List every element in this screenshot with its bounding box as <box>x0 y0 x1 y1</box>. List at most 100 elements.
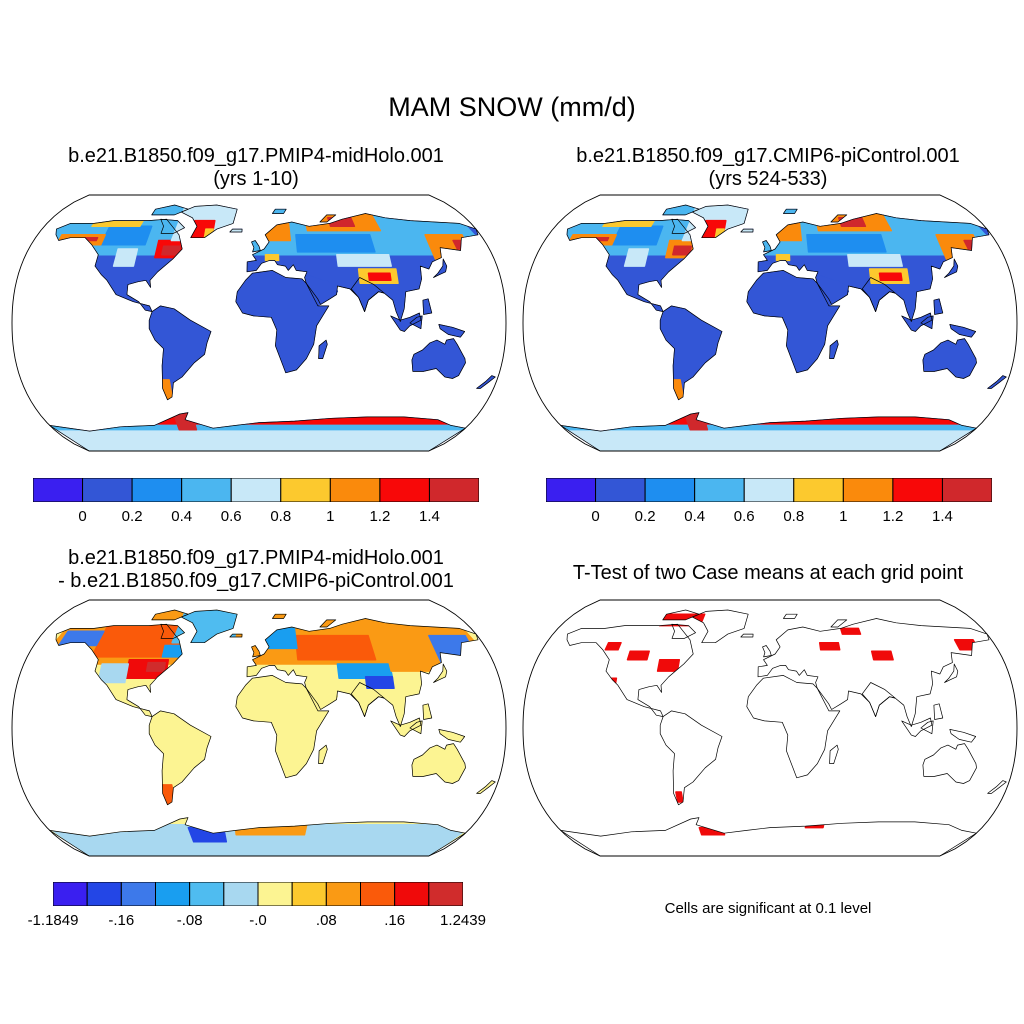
colorbar-picontrol-labels: 0 0.2 0.4 0.6 0.8 1 1.2 1.4 <box>546 508 992 528</box>
field-patch <box>264 627 298 650</box>
coastline-africa <box>746 270 841 374</box>
coastline-greenland <box>180 609 238 644</box>
coastline-africa <box>235 270 330 374</box>
colorbar-box <box>329 478 381 502</box>
colorbar-tick-label: 1 <box>839 508 848 525</box>
coastline-seasia <box>901 717 933 737</box>
field-patch <box>560 413 991 427</box>
field-patch <box>953 639 980 651</box>
coastline-novaya <box>830 619 848 628</box>
colorbar-tick-label: 1.4 <box>932 508 953 525</box>
colorbar-box <box>325 882 362 906</box>
colorbar-box <box>842 478 894 502</box>
colorbar-box <box>223 882 259 906</box>
coastline-philippines <box>422 298 433 315</box>
field-patch <box>97 663 130 684</box>
field-patch <box>364 676 395 689</box>
coastline-japan <box>944 258 959 278</box>
significance-note: Cells are significant at 0.1 level <box>664 900 872 917</box>
coastline-samerica <box>659 305 723 401</box>
coastline-namerica <box>566 623 694 717</box>
coastline-madagascar <box>829 744 839 764</box>
coastline-antarctica <box>49 412 466 452</box>
colorbar-tick-label: 0.6 <box>220 508 242 525</box>
colorbar-box <box>131 478 183 502</box>
coastline-nz <box>987 780 1007 794</box>
coastline-ellesmere <box>151 204 189 216</box>
colorbar-tick-label: 0.2 <box>121 508 143 525</box>
colorbar-box <box>280 478 331 502</box>
field-patch <box>838 217 867 228</box>
field-patch <box>626 650 650 661</box>
coastline-novaya <box>319 214 337 223</box>
colorbar-tick-label: 0.6 <box>733 508 755 525</box>
coastline-sumatra_borneo <box>920 315 934 330</box>
coastline-philippines <box>933 298 944 315</box>
colorbar-tick-label: 1.2 <box>882 508 904 525</box>
colorbar-box <box>291 882 327 906</box>
coastline-britain <box>762 240 772 253</box>
panel-title-top-right: b.e21.B1850.f09_g17.CMIP6-piControl.001 … <box>512 145 1024 191</box>
colorbar-tick-label: 0 <box>78 508 87 525</box>
coastline-novaya <box>830 214 848 223</box>
coastline-india <box>861 682 896 717</box>
coastline-svalbard <box>783 613 798 619</box>
colorbar-box <box>120 882 157 906</box>
map-boundary <box>11 599 507 857</box>
field-patch <box>386 653 439 672</box>
map-ttest-significance <box>522 599 1018 857</box>
field-patch <box>161 245 181 256</box>
colorbar-box <box>793 478 844 502</box>
coastline-australia <box>922 338 977 379</box>
coastlines <box>560 609 1007 857</box>
field-patch <box>775 253 791 262</box>
coastline-seasia <box>901 312 933 332</box>
map-boundary <box>11 194 507 452</box>
colorbar-box <box>546 478 597 502</box>
colorbar-box <box>33 478 84 502</box>
coastline-australia <box>922 743 977 784</box>
coastline-nz <box>987 375 1007 389</box>
coastline-greenland <box>691 204 749 239</box>
colorbar-midholo <box>33 478 479 502</box>
colorbar-tick-label: .08 <box>315 912 337 929</box>
colorbar-tick-label: -.0 <box>249 912 267 929</box>
coastline-iceland <box>229 228 243 233</box>
coastline-sumatra_borneo <box>920 720 934 735</box>
colorbar-box <box>155 882 191 906</box>
field-patch <box>698 826 726 836</box>
panel-title-line2: (yrs 1-10) <box>213 168 299 190</box>
field-patch <box>294 634 377 661</box>
colorbar-box <box>428 478 479 502</box>
coastline-philippines <box>933 703 944 720</box>
coastline-baffin <box>671 218 696 234</box>
colorbar-box <box>394 882 430 906</box>
colorbar-box <box>230 478 282 502</box>
coastline-greenland <box>180 204 238 239</box>
coastline-britain <box>762 645 772 658</box>
panel-title-top-left: b.e21.B1850.f09_g17.PMIP4-midHolo.001 (y… <box>0 145 512 191</box>
coastline-ellesmere <box>151 609 189 621</box>
panel-title-bottom-right: T-Test of two Case means at each grid po… <box>512 562 1024 585</box>
panel-title-line2: - b.e21.B1850.f09_g17.CMIP6-piControl.00… <box>58 570 454 592</box>
coastline-svalbard <box>272 613 287 619</box>
coastline-svalbard <box>783 208 798 214</box>
coastline-iceland <box>740 633 754 638</box>
coastline-japan <box>944 663 959 683</box>
colorbar-box <box>595 478 646 502</box>
coastline-novaya <box>319 619 337 628</box>
landmass-samerica <box>148 710 212 806</box>
field-patch <box>112 248 139 267</box>
colorbar-box <box>379 478 430 502</box>
field-patch <box>566 430 974 451</box>
coastline-australia <box>411 743 466 784</box>
colorbar-tick-label: 0.8 <box>783 508 805 525</box>
difference-field <box>49 610 495 856</box>
colorbar-tick-label: -.16 <box>108 912 135 929</box>
colorbar-tick-label: 1.2 <box>369 508 391 525</box>
field-patch <box>602 208 662 228</box>
coastline-nz <box>476 780 496 794</box>
panel-title-line1: b.e21.B1850.f09_g17.PMIP4-midHolo.001 <box>68 145 444 167</box>
coastline-africa <box>235 675 330 779</box>
landmass-samerica <box>148 305 212 401</box>
